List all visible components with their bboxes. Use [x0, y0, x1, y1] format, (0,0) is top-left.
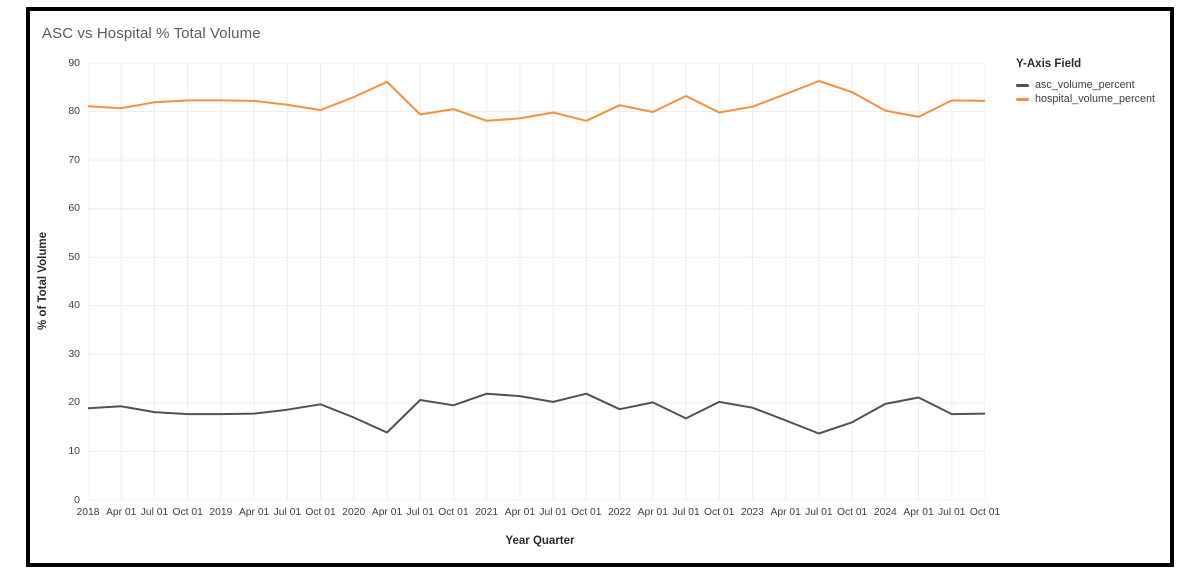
- x-tick-label: Jul 01: [539, 507, 567, 518]
- plot-area: [88, 63, 985, 500]
- legend-item-label: hospital_volume_percent: [1035, 93, 1156, 105]
- x-tick-label: Jul 01: [805, 507, 833, 518]
- x-tick-label: Jul 01: [273, 507, 302, 518]
- y-tick-label: 60: [68, 202, 80, 215]
- x-tick-label: Apr 01: [770, 507, 801, 518]
- x-tick-label: 2022: [608, 507, 631, 518]
- y-tick-label: 80: [68, 105, 80, 118]
- legend-item-asc[interactable]: asc_volume_percent: [1016, 78, 1174, 92]
- hospital-series-swatch-icon: [1016, 97, 1029, 101]
- x-tick-label: 2018: [76, 507, 100, 518]
- y-tick-label: 50: [68, 250, 80, 263]
- asc-series-swatch-icon: [1016, 83, 1029, 87]
- x-tick-label: Oct 01: [438, 507, 469, 518]
- x-tick-label: Apr 01: [504, 507, 536, 518]
- y-tick-label: 20: [68, 396, 80, 409]
- x-axis-title: Year Quarter: [505, 535, 575, 547]
- x-tick-label: Oct 01: [704, 507, 735, 518]
- x-tick-label: Jul 01: [140, 507, 169, 518]
- y-tick-label: 70: [68, 153, 80, 166]
- legend-item-label: asc_volume_percent: [1035, 79, 1135, 91]
- y-tick-label: 90: [68, 56, 80, 69]
- plot-canvas: [88, 63, 985, 500]
- chart-frame: ASC vs Hospital % Total Volume % of Tota…: [26, 7, 1174, 567]
- x-tick-label: Apr 01: [371, 507, 403, 518]
- x-tick-label: Apr 01: [903, 507, 934, 518]
- x-tick-label: Oct 01: [305, 507, 336, 518]
- legend-item-hospital[interactable]: hospital_volume_percent: [1016, 92, 1174, 106]
- x-tick-label: 2021: [475, 507, 499, 518]
- x-tick-label: Apr 01: [106, 507, 137, 518]
- x-tick-label: 2023: [740, 507, 764, 518]
- x-tick-label: Jul 01: [938, 507, 966, 518]
- x-tick-label: Oct 01: [969, 507, 1001, 518]
- x-tick-label: Jul 01: [406, 507, 434, 518]
- legend-title: Y-Axis Field: [1016, 58, 1082, 70]
- x-tick-label: Apr 01: [238, 507, 270, 518]
- x-tick-label: Oct 01: [571, 507, 602, 518]
- y-tick-label: 40: [68, 299, 80, 312]
- series-line-asc_volume_percent[interactable]: [88, 392, 985, 435]
- x-tick-label: 2024: [873, 507, 897, 518]
- x-tick-label: 2020: [342, 507, 366, 518]
- x-tick-label: Jul 01: [672, 507, 700, 518]
- x-tick-label: 2019: [209, 507, 233, 518]
- y-tick-label: 30: [68, 347, 80, 360]
- x-tick-label: Oct 01: [172, 507, 203, 518]
- y-tick-label: 10: [68, 444, 80, 457]
- series-line-hospital_volume_percent[interactable]: [88, 80, 985, 122]
- legend: Y-Axis Field asc_volume_percent hospital…: [1016, 58, 1174, 106]
- y-tick-label: 0: [74, 493, 80, 506]
- x-tick-label: Apr 01: [637, 507, 668, 518]
- x-tick-label: Oct 01: [836, 507, 868, 518]
- chart-title: ASC vs Hospital % Total Volume: [42, 25, 261, 42]
